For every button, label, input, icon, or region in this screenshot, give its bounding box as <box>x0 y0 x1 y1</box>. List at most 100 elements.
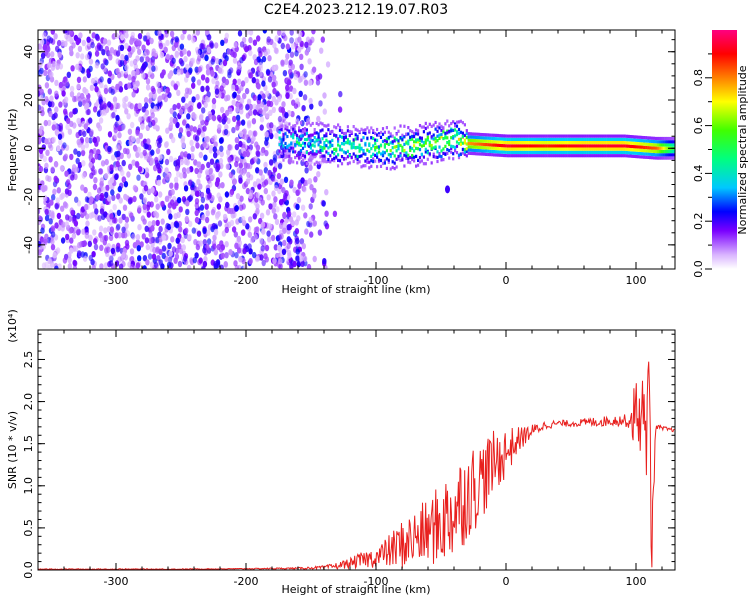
signal-cell <box>415 132 418 136</box>
noise-cell <box>110 247 116 255</box>
noise-cell <box>174 165 180 172</box>
signal-cell <box>278 130 281 134</box>
signal-cell <box>500 134 503 138</box>
noise-cell <box>172 117 177 125</box>
noise-cell <box>223 115 228 123</box>
signal-cell <box>454 128 457 132</box>
signal-cell <box>567 134 570 138</box>
signal-cell <box>415 128 418 132</box>
noise-cell <box>231 126 236 134</box>
noise-cell <box>46 237 52 244</box>
signal-cell <box>299 134 303 138</box>
signal-cell <box>623 137 626 141</box>
signal-cell <box>643 152 646 156</box>
signal-cell <box>471 145 474 149</box>
signal-cell <box>612 141 615 145</box>
signal-cell <box>617 147 620 151</box>
noise-cell <box>213 261 218 268</box>
noise-cell <box>316 115 321 123</box>
noise-cell <box>228 107 233 115</box>
noise-cell <box>68 30 74 36</box>
signal-cell <box>612 147 615 151</box>
signal-cell <box>290 157 293 161</box>
signal-cell <box>459 137 462 141</box>
signal-cell <box>576 134 580 138</box>
noise-cell <box>244 87 250 95</box>
noise-cell <box>245 178 251 185</box>
signal-cell <box>495 153 498 157</box>
noise-cell <box>185 208 190 216</box>
signal-cell <box>401 133 404 137</box>
signal-cell <box>520 141 523 145</box>
signal-cell <box>553 147 556 151</box>
signal-cell <box>290 142 293 146</box>
signal-cell <box>516 144 519 148</box>
noise-cell <box>273 213 278 220</box>
noise-cell <box>120 169 125 176</box>
noise-cell <box>294 228 300 235</box>
noise-cell <box>253 226 259 234</box>
signal-cell <box>469 148 472 152</box>
signal-cell <box>532 144 535 148</box>
signal-cell <box>526 150 529 154</box>
noise-cell <box>253 233 258 241</box>
signal-cell <box>364 143 367 147</box>
signal-cell <box>319 145 322 149</box>
noise-cell <box>224 226 229 234</box>
signal-cell <box>662 143 665 147</box>
signal-cell <box>319 129 322 133</box>
noise-cell <box>205 77 210 84</box>
signal-cell <box>430 135 433 139</box>
signal-cell <box>639 155 642 159</box>
noise-cell <box>133 63 138 70</box>
noise-cell <box>155 203 160 210</box>
signal-cell <box>569 134 572 138</box>
signal-cell <box>465 129 468 133</box>
signal-cell <box>317 123 320 127</box>
signal-cell <box>512 147 515 151</box>
colorbar-gradient <box>712 30 737 269</box>
signal-cell <box>662 150 665 154</box>
signal-cell <box>656 150 659 154</box>
noise-cell <box>69 153 74 161</box>
signal-cell <box>463 123 466 127</box>
noise-cell <box>253 58 259 66</box>
noise-cell <box>247 231 252 238</box>
noise-cell <box>231 226 237 233</box>
signal-cell <box>590 154 593 158</box>
signal-cell <box>660 136 663 141</box>
noise-cell <box>229 219 235 227</box>
signal-cell <box>457 156 461 160</box>
signal-cell <box>319 155 322 159</box>
noise-cell <box>85 102 90 109</box>
noise-cell <box>173 84 179 91</box>
noise-cell <box>106 39 112 46</box>
signal-cell <box>415 154 418 158</box>
noise-cell <box>62 108 68 115</box>
noise-cell <box>211 77 216 85</box>
signal-cell <box>321 154 324 158</box>
signal-cell <box>500 153 503 157</box>
noise-cell <box>206 229 211 236</box>
noise-cell <box>164 167 169 174</box>
signal-cell <box>535 150 539 154</box>
signal-cell <box>280 124 283 128</box>
noise-cell <box>205 210 210 217</box>
noise-cell <box>186 264 192 269</box>
signal-cell <box>563 137 566 141</box>
signal-cell <box>452 157 455 161</box>
signal-cell <box>360 138 363 142</box>
signal-cell <box>596 150 599 154</box>
signal-cell <box>290 146 293 150</box>
signal-cell <box>331 138 334 142</box>
noise-cell <box>93 76 99 84</box>
noise-cell <box>65 233 70 241</box>
noise-cell <box>194 252 199 259</box>
noise-cell <box>117 185 123 193</box>
noise-cell <box>287 210 292 218</box>
signal-cell <box>395 165 398 169</box>
signal-cell <box>448 124 451 128</box>
signal-cell <box>294 155 297 160</box>
noise-cell <box>205 169 210 176</box>
